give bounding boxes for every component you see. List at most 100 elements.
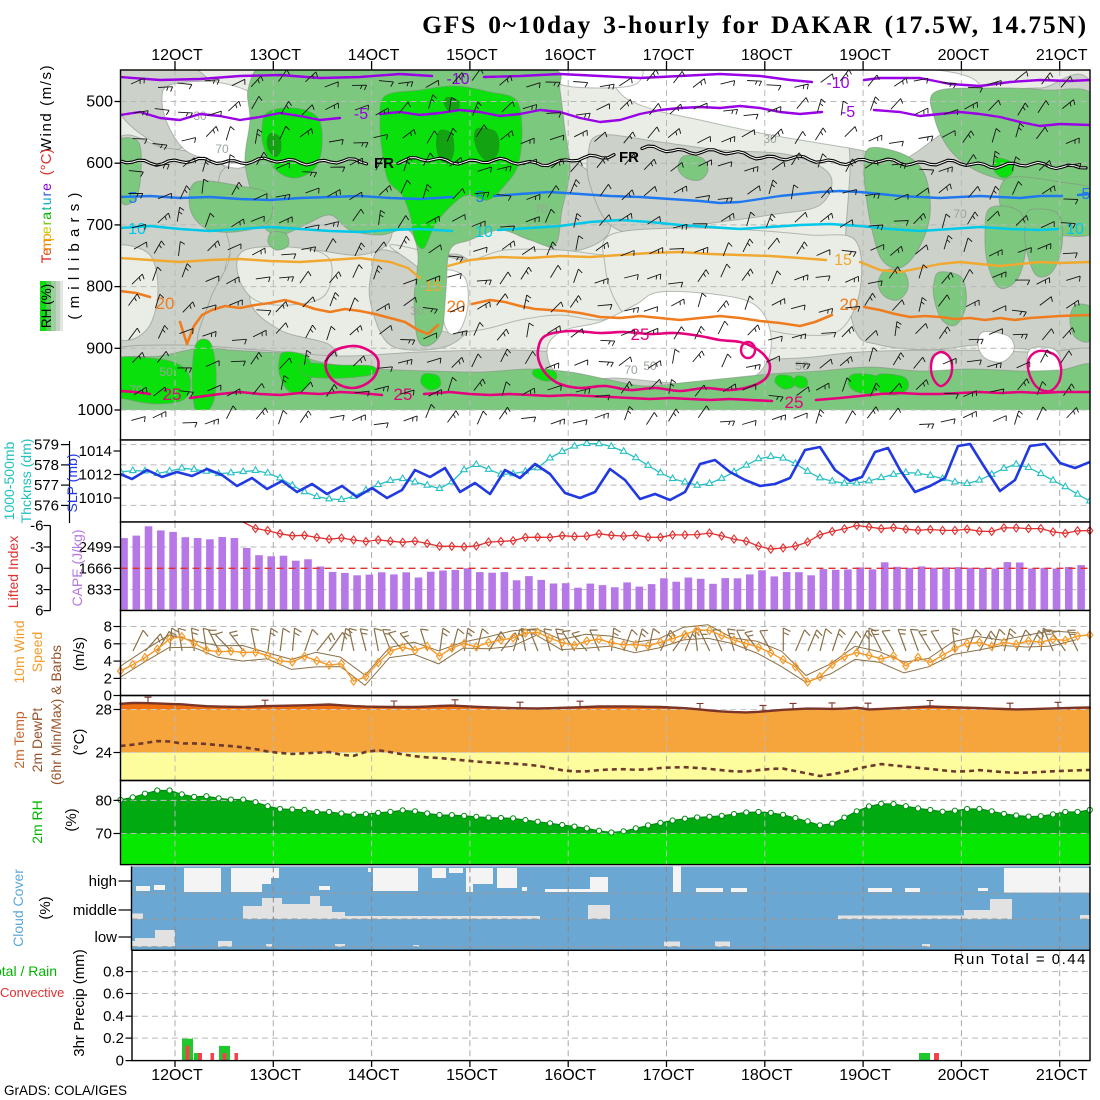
svg-text:2m RH: 2m RH — [29, 800, 45, 844]
svg-text:e: e — [38, 183, 54, 191]
svg-text:833: 833 — [87, 582, 112, 599]
svg-text:(%): (%) — [37, 896, 54, 919]
svg-text:low: low — [94, 929, 117, 946]
svg-text:700: 700 — [86, 217, 113, 234]
svg-text:13OCT: 13OCT — [250, 1067, 302, 1084]
svg-text:900: 900 — [86, 340, 113, 357]
svg-text:0: 0 — [35, 560, 43, 577]
svg-text:e: e — [38, 248, 54, 256]
svg-text:15OCT: 15OCT — [446, 1067, 498, 1084]
svg-text:18OCT: 18OCT — [741, 1067, 793, 1084]
svg-text:m: m — [38, 239, 54, 251]
svg-text:-10: -10 — [826, 75, 849, 92]
svg-text:25: 25 — [631, 325, 650, 344]
svg-text:50: 50 — [795, 359, 809, 373]
svg-text:5: 5 — [476, 189, 485, 206]
svg-text:1010: 1010 — [79, 490, 112, 507]
svg-text:6: 6 — [104, 636, 112, 653]
svg-text:-10: -10 — [446, 71, 469, 88]
svg-text:70: 70 — [95, 826, 112, 843]
svg-text:600: 600 — [86, 155, 113, 172]
svg-text:30: 30 — [763, 132, 777, 146]
svg-text:14OCT: 14OCT — [348, 1067, 400, 1084]
svg-text:(6hr Min/Max) & Barbs: (6hr Min/Max) & Barbs — [48, 645, 64, 785]
svg-text:25: 25 — [163, 385, 182, 404]
svg-text:10m Wind: 10m Wind — [11, 620, 27, 683]
svg-text:70: 70 — [215, 142, 229, 156]
svg-text:Thcknss (dm): Thcknss (dm) — [18, 439, 34, 524]
svg-text:Lifted Index: Lifted Index — [5, 536, 21, 608]
svg-text:1666: 1666 — [79, 560, 112, 577]
svg-text:12OCT: 12OCT — [151, 47, 203, 64]
svg-text:578: 578 — [34, 457, 59, 474]
svg-text:-3: -3 — [30, 539, 43, 556]
svg-text:16OCT: 16OCT — [544, 1067, 596, 1084]
svg-text:576: 576 — [34, 497, 59, 514]
svg-text:3hr Precip (mm): 3hr Precip (mm) — [71, 949, 88, 1057]
svg-text:70: 70 — [624, 363, 638, 377]
svg-text:(%): (%) — [63, 808, 80, 831]
svg-text:30: 30 — [193, 109, 207, 123]
svg-text:8: 8 — [104, 619, 112, 636]
svg-text:20: 20 — [156, 294, 175, 313]
svg-text:0.6: 0.6 — [103, 986, 124, 1003]
svg-text:10: 10 — [128, 221, 146, 238]
svg-text:21OCT: 21OCT — [1036, 1067, 1088, 1084]
svg-text:Total / Rain: Total / Rain — [0, 963, 57, 979]
svg-text:25: 25 — [394, 385, 413, 404]
svg-text:12OCT: 12OCT — [151, 1067, 203, 1084]
svg-text:-5: -5 — [841, 104, 855, 121]
svg-text:GFS 0~10day 3-hourly for DAKAR: GFS 0~10day 3-hourly for DAKAR (17.5W, 1… — [422, 10, 1088, 39]
svg-text:2499: 2499 — [79, 539, 112, 556]
svg-text:-6: -6 — [30, 518, 43, 535]
svg-text:3: 3 — [35, 582, 43, 599]
svg-text:r: r — [38, 192, 54, 197]
svg-text:70: 70 — [534, 202, 548, 216]
svg-text:579: 579 — [34, 437, 59, 454]
svg-text:2m DewPt: 2m DewPt — [29, 708, 45, 773]
svg-text:5: 5 — [129, 190, 138, 207]
svg-text:p: p — [38, 233, 54, 241]
svg-text:GrADS: COLA/IGES: GrADS: COLA/IGES — [4, 1083, 127, 1098]
svg-text:middle: middle — [73, 902, 117, 919]
svg-text:500: 500 — [86, 94, 113, 111]
svg-text:(°C): (°C) — [38, 149, 55, 176]
svg-text:t: t — [38, 207, 54, 211]
svg-text:19OCT: 19OCT — [839, 1067, 891, 1084]
svg-text:0.4: 0.4 — [103, 1008, 124, 1025]
svg-text:Run Total = 0.44: Run Total = 0.44 — [954, 951, 1087, 968]
svg-text:15: 15 — [424, 278, 442, 295]
svg-text:25: 25 — [785, 393, 804, 412]
svg-text:20OCT: 20OCT — [938, 47, 990, 64]
svg-text:e: e — [38, 226, 54, 234]
svg-text:1012: 1012 — [79, 467, 112, 484]
svg-text:RH (%): RH (%) — [39, 284, 54, 328]
svg-text:18OCT: 18OCT — [741, 47, 793, 64]
svg-text:14OCT: 14OCT — [348, 47, 400, 64]
svg-text:FR: FR — [619, 149, 639, 166]
svg-text:-5: -5 — [354, 106, 368, 123]
svg-text:2: 2 — [104, 670, 112, 687]
svg-text:10: 10 — [475, 224, 493, 241]
svg-text:1014: 1014 — [79, 443, 112, 460]
svg-text:16OCT: 16OCT — [544, 47, 596, 64]
svg-text:Speed: Speed — [29, 632, 45, 672]
svg-text:Wind (m/s): Wind (m/s) — [38, 64, 55, 153]
svg-text:80: 80 — [95, 792, 112, 809]
svg-text:15OCT: 15OCT — [446, 47, 498, 64]
svg-text:19OCT: 19OCT — [839, 47, 891, 64]
svg-text:50: 50 — [159, 365, 173, 379]
svg-text:21OCT: 21OCT — [1036, 47, 1088, 64]
svg-text:(°C): (°C) — [71, 729, 88, 756]
svg-text:(m/s): (m/s) — [71, 637, 88, 671]
svg-text:6: 6 — [35, 603, 43, 620]
svg-text:T: T — [38, 254, 54, 263]
svg-text:SLP (mb): SLP (mb) — [64, 454, 80, 513]
svg-text:50: 50 — [643, 359, 657, 373]
svg-text:17OCT: 17OCT — [643, 1067, 695, 1084]
svg-text:20OCT: 20OCT — [938, 1067, 990, 1084]
svg-text:28: 28 — [95, 702, 112, 719]
svg-text:r: r — [38, 220, 54, 225]
svg-text:1000: 1000 — [77, 402, 113, 419]
svg-text:1000-500mb: 1000-500mb — [1, 441, 17, 520]
